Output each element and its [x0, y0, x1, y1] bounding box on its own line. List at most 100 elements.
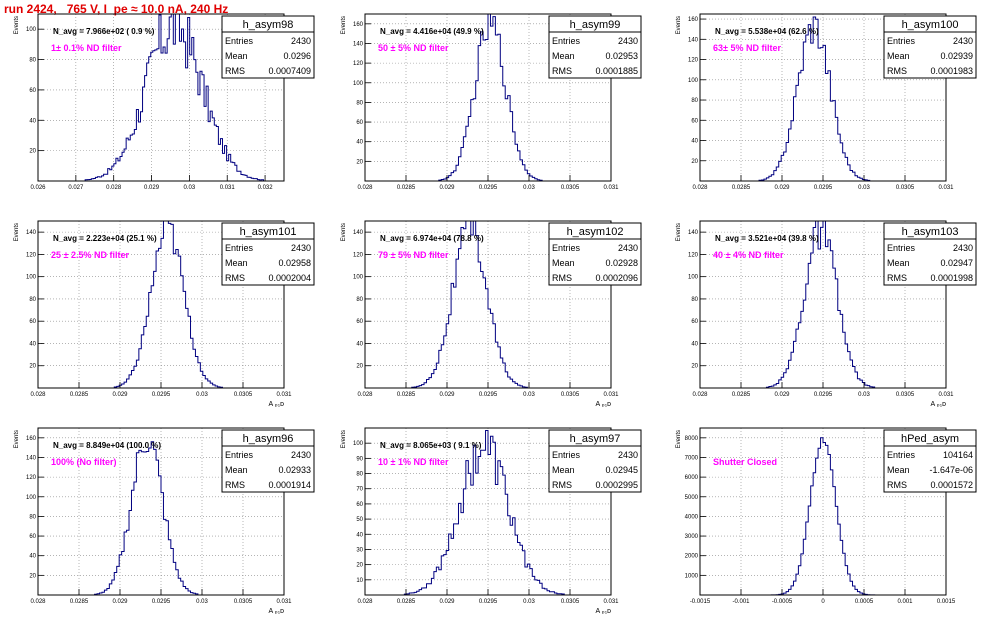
panel-h_asym97: 0.028 0.0285 0.029 0.0295 0.03 0.0305 0.031 10 2… [341, 427, 642, 615]
x-tick-label: 0.029 [774, 392, 790, 398]
stat-value-entries: 2430 [291, 36, 311, 46]
x-tick-label: 0.031 [276, 599, 292, 605]
y-axis-label: Events [676, 223, 682, 241]
histogram-line [365, 430, 611, 596]
x-tick-label: 0.031 [603, 185, 619, 191]
stat-value-rms: 0.0001998 [930, 273, 973, 283]
filter-annotation: 1± 0.1% ND filter [51, 43, 122, 53]
filter-annotation: 10 ± 1% ND filter [378, 457, 449, 467]
y-tick-label: 100 [353, 81, 364, 87]
x-tick-label: 0.028 [692, 392, 708, 398]
stats-box [883, 238, 977, 286]
stat-value-mean: -1.647e-06 [929, 465, 973, 475]
stat-label-mean: Mean [225, 465, 248, 475]
x-tick-label: 0.029 [439, 392, 455, 398]
panel-h_asym96: 0.028 0.0285 0.029 0.0295 0.03 0.0305 0.031 20 4… [14, 427, 315, 615]
stat-label-rms: RMS [225, 66, 245, 76]
y-tick-label: 5000 [685, 495, 699, 501]
x-axis-label: A ₚ₁ᴅ [596, 401, 612, 408]
x-tick-label: 0.0295 [814, 185, 833, 191]
navg-label: N_avg = 3.521e+04 (39.8 %) [715, 234, 819, 243]
plot-frame [37, 13, 285, 182]
histogram-name: h_asym98 [243, 19, 294, 31]
x-axis-label: A ₚ₁ᴅ [596, 608, 612, 615]
x-tick-label: 0.03 [523, 185, 535, 191]
x-tick-label: 0.0005 [855, 599, 874, 605]
stat-value-mean: 0.02958 [278, 258, 311, 268]
x-tick-label: 0.03 [196, 392, 208, 398]
y-tick-label: 20 [29, 364, 36, 370]
stat-value-entries: 2430 [618, 243, 638, 253]
stat-value-entries: 2430 [618, 450, 638, 460]
x-tick-label: 0.028 [357, 599, 373, 605]
stat-label-entries: Entries [552, 36, 581, 46]
stats-box [221, 31, 315, 79]
y-tick-label: 60 [691, 319, 698, 325]
y-tick-label: 100 [353, 441, 364, 447]
filter-annotation: 40 ± 4% ND filter [713, 250, 784, 260]
x-tick-label: 0.028 [30, 392, 46, 398]
stat-label-entries: Entries [225, 36, 254, 46]
filter-annotation: 79 ± 5% ND filter [378, 250, 449, 260]
stat-label-rms: RMS [887, 66, 907, 76]
y-axis-label: Events [676, 430, 682, 448]
y-tick-label: 80 [356, 100, 363, 106]
x-axis-label: A ₚ₁ᴅ [269, 401, 285, 408]
y-tick-label: 10 [356, 578, 363, 584]
y-tick-label: 1000 [685, 573, 699, 579]
y-tick-label: 20 [29, 149, 36, 155]
panel-h_asym101: 0.028 0.0285 0.029 0.0295 0.03 0.0305 0.031 20 4… [14, 220, 315, 408]
stats-box [883, 31, 977, 79]
y-tick-label: 120 [688, 58, 699, 64]
stat-value-mean: 0.02947 [940, 258, 973, 268]
x-tick-label: 0.0285 [732, 392, 751, 398]
x-tick-label: 0.031 [603, 392, 619, 398]
y-axis-label: Events [14, 16, 20, 34]
x-tick-label: 0.029 [439, 599, 455, 605]
x-tick-label: 0.031 [603, 599, 619, 605]
x-tick-label: 0.0305 [561, 185, 580, 191]
stat-value-rms: 0.0002995 [595, 480, 638, 490]
panel-h_asym100: 0.028 0.0285 0.029 0.0295 0.03 0.0305 0.031 20 4… [676, 13, 977, 191]
y-tick-label: 60 [356, 120, 363, 126]
y-tick-label: 90 [356, 456, 363, 462]
y-tick-label: 40 [356, 140, 363, 146]
stat-value-rms: 0.0001885 [595, 66, 638, 76]
y-tick-label: 80 [356, 472, 363, 478]
stats-box [883, 445, 977, 493]
histogram-name: h_asym100 [902, 19, 959, 31]
y-tick-label: 6000 [685, 475, 699, 481]
stat-value-rms: 0.0007409 [268, 66, 311, 76]
y-tick-label: 40 [691, 139, 698, 145]
x-tick-label: 0.027 [68, 185, 84, 191]
stat-value-rms: 0.0001914 [268, 480, 311, 490]
stats-box [548, 31, 642, 79]
y-tick-label: 60 [29, 534, 36, 540]
y-tick-label: 140 [688, 37, 699, 43]
stat-value-entries: 2430 [291, 243, 311, 253]
x-tick-label: 0.0295 [479, 392, 498, 398]
stat-label-rms: RMS [887, 273, 907, 283]
stat-label-mean: Mean [552, 465, 575, 475]
filter-annotation: 100% (No filter) [51, 457, 117, 467]
navg-label: N_avg = 5.538e+04 (62.6 %) [715, 27, 819, 36]
x-tick-label: 0.0285 [70, 599, 89, 605]
stat-value-entries: 104164 [943, 450, 973, 460]
y-tick-label: 20 [356, 563, 363, 569]
y-tick-label: 60 [356, 502, 363, 508]
x-tick-label: 0.03 [858, 185, 870, 191]
x-tick-label: 0.0285 [732, 185, 751, 191]
x-tick-label: 0.032 [258, 185, 274, 191]
stat-value-mean: 0.0296 [283, 51, 311, 61]
stat-label-rms: RMS [552, 66, 572, 76]
y-tick-label: 20 [356, 364, 363, 370]
x-tick-label: 0.0305 [561, 599, 580, 605]
stat-value-rms: 0.0001983 [930, 66, 973, 76]
stat-label-mean: Mean [552, 51, 575, 61]
histogram-name: h_asym102 [567, 226, 624, 238]
navg-label: N_avg = 8.849e+04 (100.0 %) [53, 441, 161, 450]
y-tick-label: 40 [356, 341, 363, 347]
y-tick-label: 50 [356, 517, 363, 523]
stat-value-mean: 0.02939 [940, 51, 973, 61]
stat-label-rms: RMS [887, 480, 907, 490]
